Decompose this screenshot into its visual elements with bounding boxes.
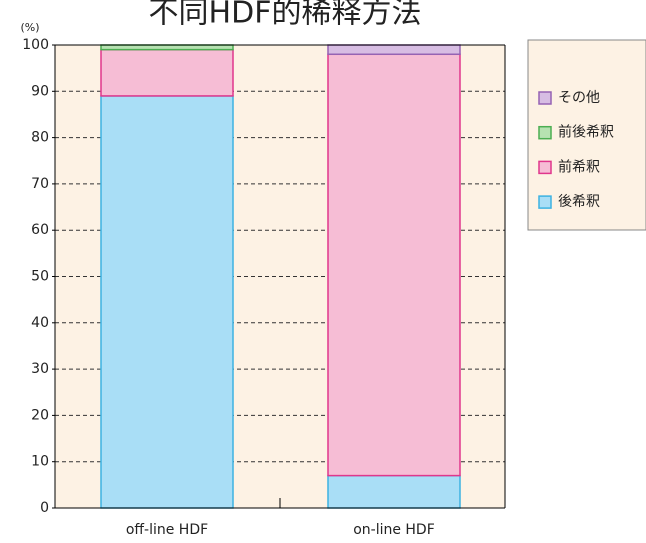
legend-label: その他 (558, 90, 600, 106)
legend-label: 前後希釈 (558, 124, 614, 141)
y-tick-label: 60 (31, 222, 49, 238)
bar-segment (100, 48, 234, 97)
x-tick-label: off-line HDF (126, 522, 208, 538)
legend-label: 前希釈 (558, 158, 600, 175)
y-tick-label: 90 (31, 83, 49, 99)
legend-swatch (538, 125, 552, 140)
y-axis-label: (%) (20, 21, 39, 34)
legend-swatch (538, 91, 552, 105)
legend-swatch (538, 195, 552, 209)
legend-label: 後希釈 (558, 194, 600, 210)
x-tick-label: on-line HDF (353, 522, 435, 538)
y-tick-label: 30 (31, 361, 49, 377)
bar-segment (327, 53, 461, 477)
legend-swatch (538, 160, 552, 175)
y-tick-label: 50 (31, 269, 49, 285)
y-tick-label: 0 (40, 500, 49, 516)
y-tick-label: 80 (31, 130, 49, 146)
bar-segment (100, 44, 234, 51)
y-tick-label: 40 (31, 315, 49, 331)
bar-segment (327, 474, 461, 509)
y-tick-label: 20 (31, 407, 49, 423)
chart-title: 不同HDF的稀释方法 (149, 0, 422, 31)
bar-segment (327, 44, 461, 56)
y-tick-label: 70 (31, 176, 49, 192)
y-tick-label: 100 (22, 37, 49, 53)
bar-segment (100, 95, 234, 509)
y-tick-label: 10 (31, 454, 49, 470)
